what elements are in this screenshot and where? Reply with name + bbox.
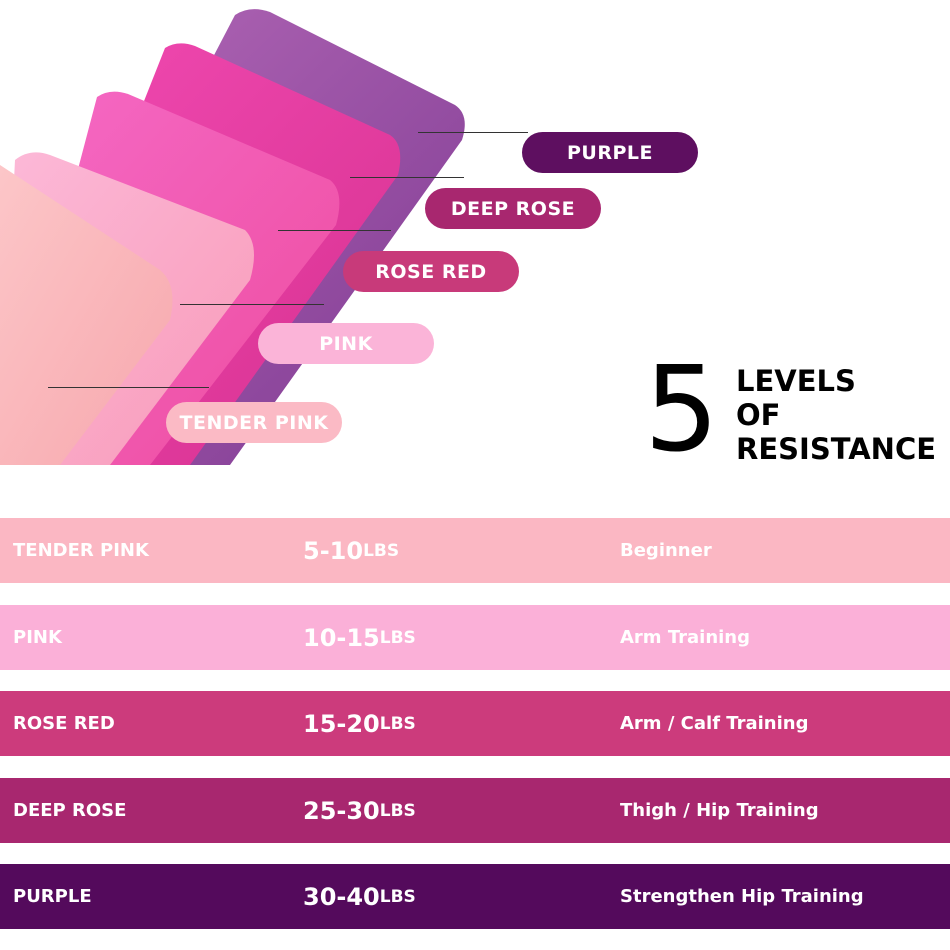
label-purple: PURPLE [522, 132, 698, 173]
color-name: PINK [13, 627, 62, 648]
color-name: DEEP ROSE [13, 800, 127, 821]
headline-line: RESISTANCE [736, 432, 937, 466]
table-row: PINK 10-15 LBS Arm Training [0, 605, 950, 670]
leader-line [278, 230, 391, 231]
resistance-range: 5-10 LBS [303, 536, 400, 565]
resistance-range: 30-40 LBS [303, 882, 416, 911]
leader-line [350, 177, 464, 178]
training-use: Strengthen Hip Training [620, 886, 864, 907]
color-name: TENDER PINK [13, 540, 149, 561]
headline-text: LEVELS OF RESISTANCE [736, 364, 936, 466]
table-row: PURPLE 30-40 LBS Strengthen Hip Training [0, 864, 950, 929]
leader-line [180, 304, 324, 305]
label-rose-red: ROSE RED [343, 251, 519, 292]
training-use: Beginner [620, 540, 712, 561]
headline-line: LEVELS [736, 364, 856, 398]
leader-line [48, 387, 209, 388]
color-name: PURPLE [13, 886, 92, 907]
training-use: Arm / Calf Training [620, 713, 809, 734]
resistance-range: 10-15 LBS [303, 623, 416, 652]
resistance-range: 25-30 LBS [303, 796, 416, 825]
table-row: ROSE RED 15-20 LBS Arm / Calf Training [0, 691, 950, 756]
resistance-bands-illustration [0, 9, 465, 466]
table-row: DEEP ROSE 25-30 LBS Thigh / Hip Training [0, 778, 950, 843]
tender-pink-band [0, 165, 173, 465]
table-row: TENDER PINK 5-10 LBS Beginner [0, 518, 950, 583]
resistance-range: 15-20 LBS [303, 709, 416, 738]
training-use: Arm Training [620, 627, 751, 648]
label-tender-pink: TENDER PINK [166, 402, 342, 443]
leader-line [418, 132, 528, 133]
headline-line: OF [736, 398, 781, 432]
label-deep-rose: DEEP ROSE [425, 188, 601, 229]
headline-number: 5 [644, 340, 720, 478]
color-name: ROSE RED [13, 713, 115, 734]
label-pink: PINK [258, 323, 434, 364]
training-use: Thigh / Hip Training [620, 800, 819, 821]
